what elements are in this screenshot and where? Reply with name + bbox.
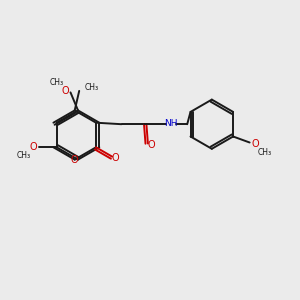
Text: O: O	[29, 142, 37, 152]
Text: CH₃: CH₃	[258, 148, 272, 157]
Text: O: O	[61, 86, 69, 96]
Text: O: O	[112, 153, 119, 163]
Text: CH₃: CH₃	[85, 83, 99, 92]
Text: O: O	[147, 140, 155, 150]
Text: O: O	[71, 154, 79, 165]
Text: CH₃: CH₃	[16, 151, 31, 160]
Text: O: O	[251, 139, 259, 149]
Text: CH₃: CH₃	[50, 78, 64, 87]
Text: NH: NH	[164, 118, 178, 127]
